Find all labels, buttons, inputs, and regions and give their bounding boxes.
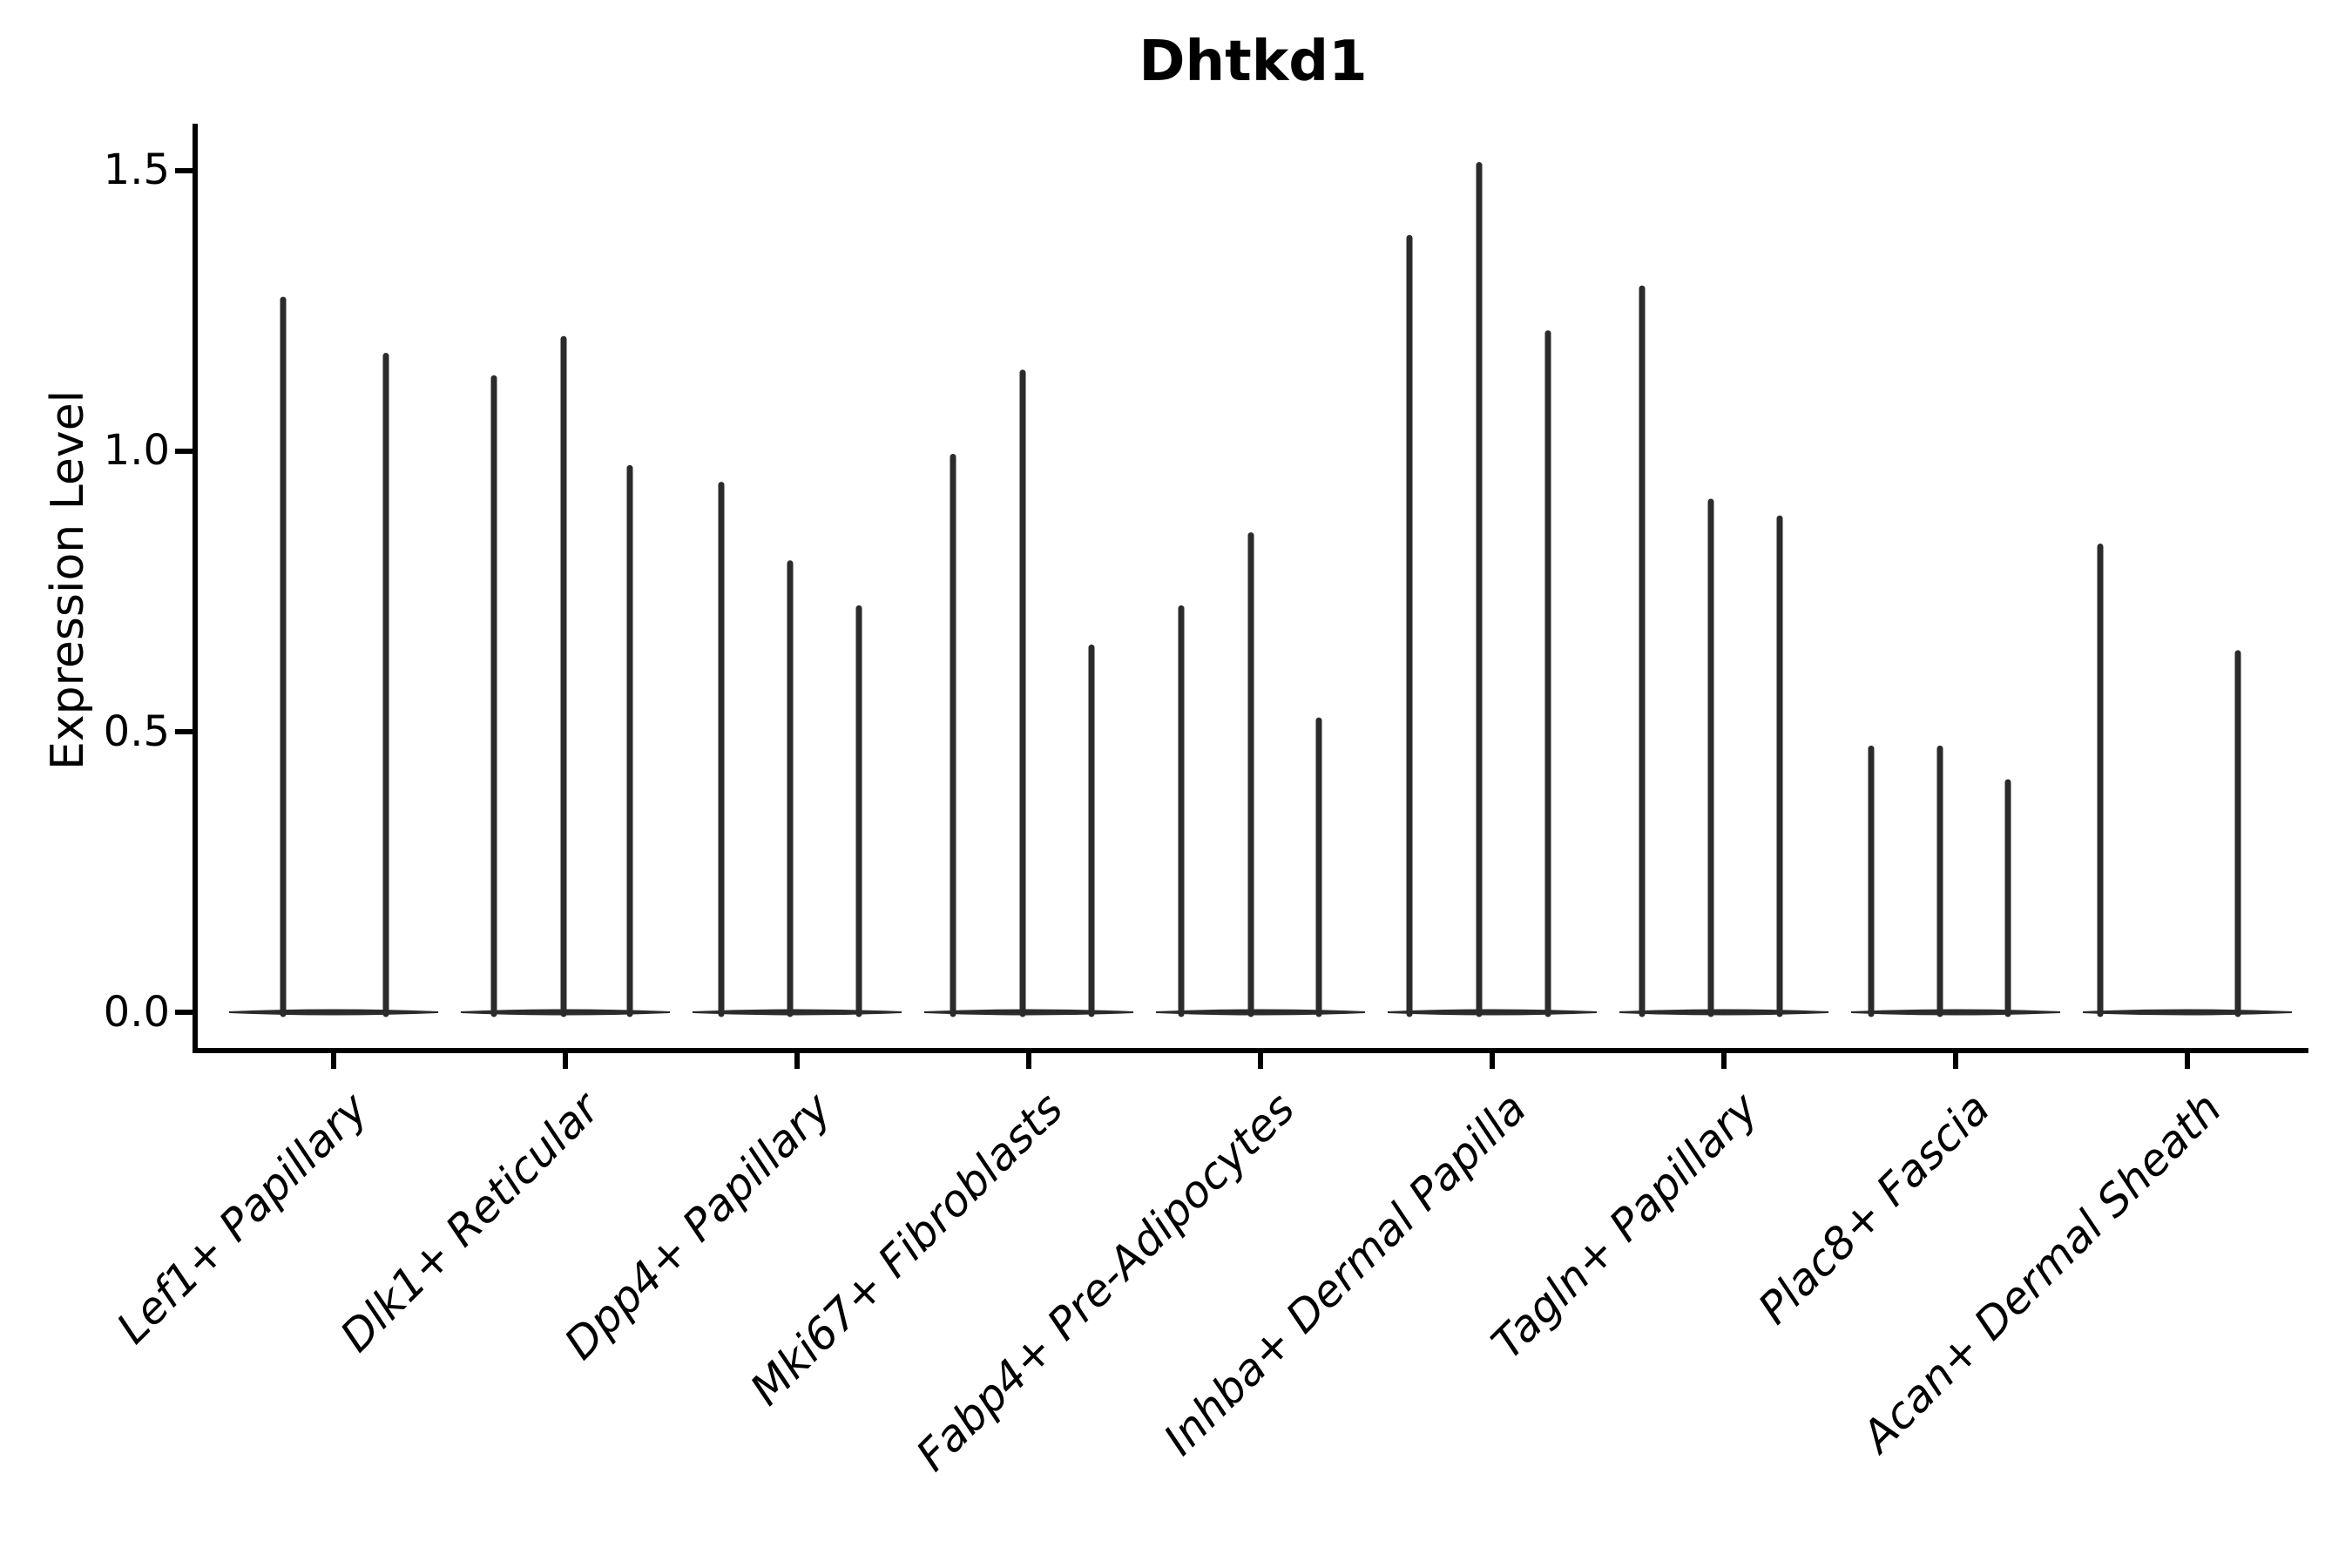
violin-zero-baseline bbox=[1850, 1009, 2061, 1016]
violin-zero-baseline bbox=[923, 1009, 1134, 1016]
y-tick-label-0_0: 0.0 bbox=[103, 988, 170, 1037]
x-tick-mark bbox=[2185, 1053, 2190, 1069]
y-tick-label-0_5: 0.5 bbox=[103, 707, 170, 756]
x-tick-mark bbox=[1721, 1053, 1727, 1069]
y-tick-mark bbox=[175, 449, 193, 454]
x-tick-mark bbox=[1490, 1053, 1495, 1069]
y-tick-label-1_5: 1.5 bbox=[103, 145, 170, 194]
y-tick-mark bbox=[175, 729, 193, 734]
x-axis-spine bbox=[193, 1048, 2308, 1053]
x-tick-mark bbox=[1258, 1053, 1263, 1069]
violin-zero-baseline bbox=[228, 1009, 439, 1016]
violin-zero-baseline bbox=[1155, 1009, 1366, 1016]
violin-zero-baseline bbox=[1619, 1009, 1829, 1016]
y-tick-mark bbox=[175, 168, 193, 173]
x-tick-mark bbox=[331, 1053, 336, 1069]
x-tick-mark bbox=[563, 1053, 568, 1069]
chart-title: Dhtkd1 bbox=[1139, 30, 1368, 94]
violin-zero-baseline bbox=[692, 1009, 902, 1016]
y-tick-mark bbox=[175, 1010, 193, 1015]
violin-zero-baseline bbox=[2082, 1009, 2293, 1016]
x-tick-mark bbox=[794, 1053, 800, 1069]
y-tick-label-1_0: 1.0 bbox=[103, 426, 170, 475]
x-tick-mark bbox=[1026, 1053, 1031, 1069]
y-axis-spine bbox=[193, 124, 198, 1053]
x-tick-mark bbox=[1953, 1053, 1958, 1069]
violin-zero-baseline bbox=[1387, 1009, 1598, 1016]
